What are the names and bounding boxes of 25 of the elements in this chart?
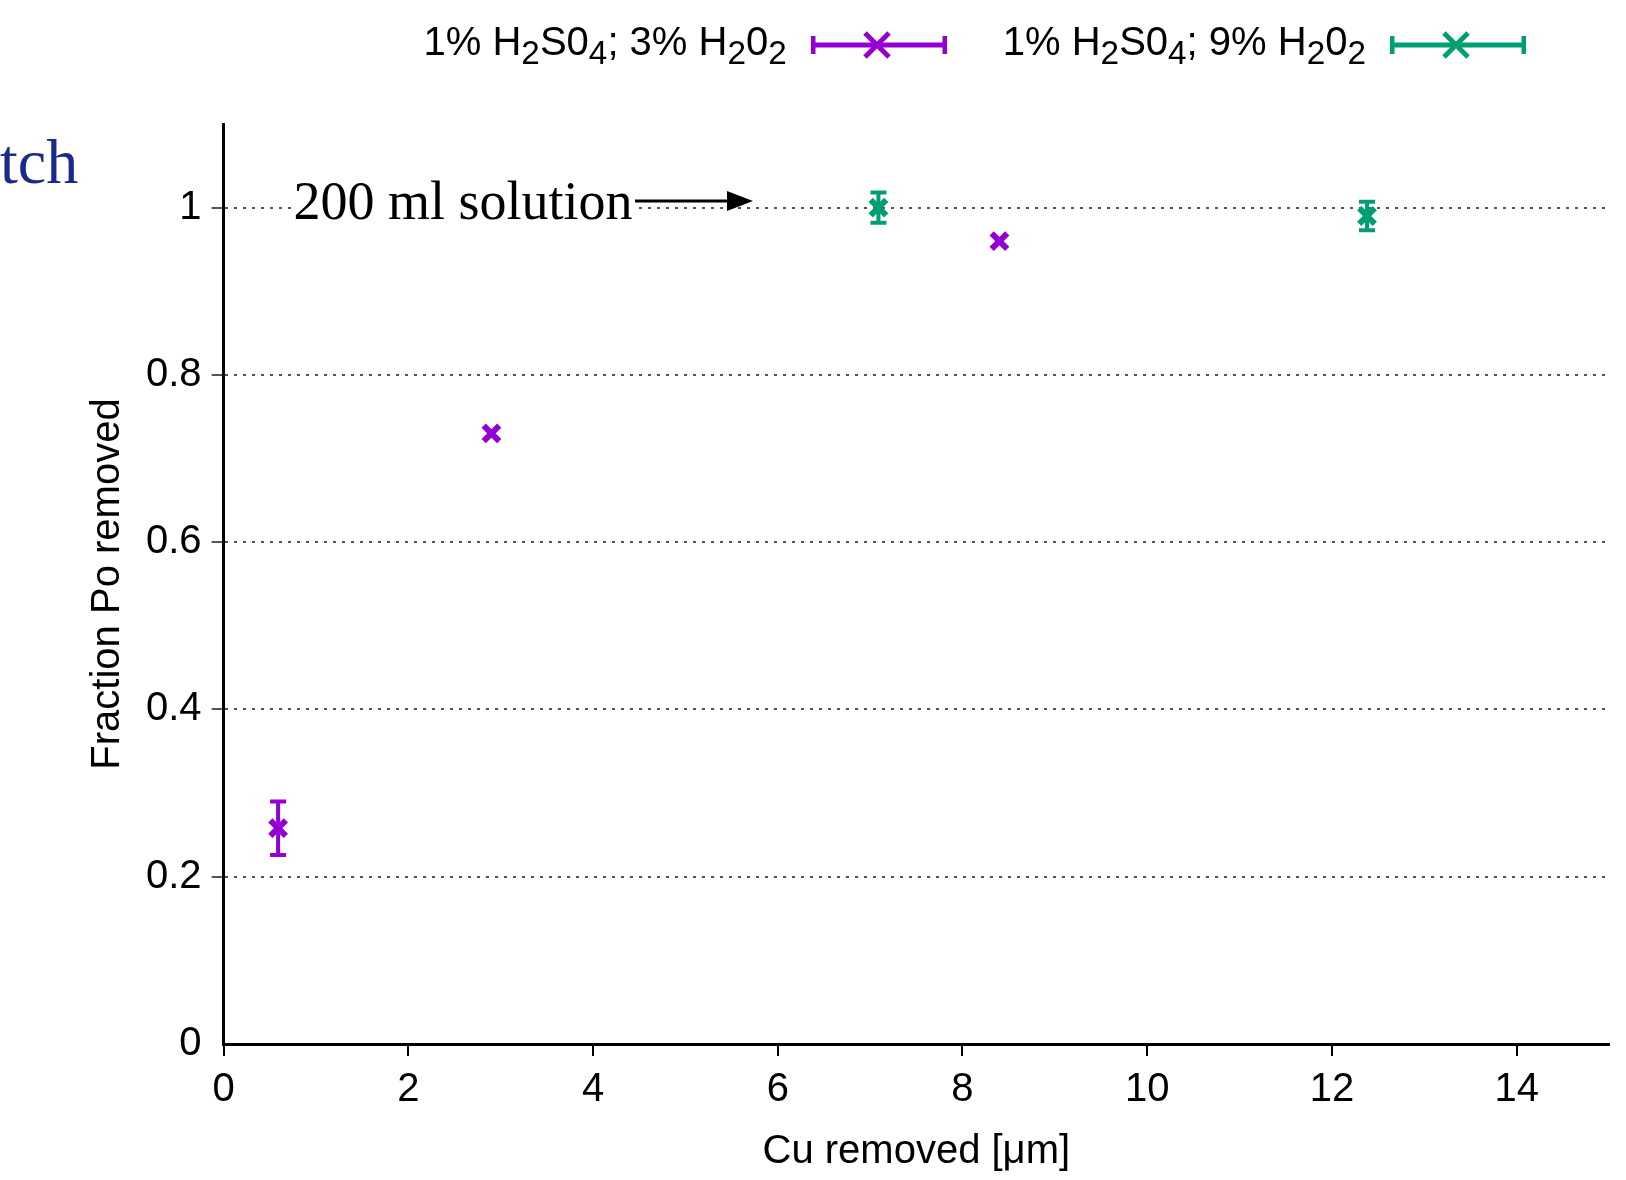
y-tick-label: 1 (179, 182, 202, 227)
y-tick-label: 0.2 (146, 851, 202, 896)
x-tick-label: 12 (1309, 1065, 1355, 1110)
y-axis-title: Fraction Po removed (83, 398, 128, 770)
y-tick-label: 0 (179, 1019, 202, 1064)
text: tch (0, 126, 79, 197)
legend-label: 1% H$_{2}$S0$_{4}$; 9% H$_{2}$0$_{2}$ (1002, 18, 1366, 72)
x-tick-label: 8 (951, 1065, 974, 1110)
x-axis-title: Cu removed [μm] (762, 1127, 1071, 1172)
x-tick-label: 4 (581, 1065, 605, 1110)
point (480, 422, 503, 445)
point (1356, 205, 1378, 227)
y-tick-label: 0.4 (146, 684, 202, 729)
point (867, 196, 890, 219)
point (988, 230, 1011, 252)
x-tick-label: 10 (1124, 1065, 1170, 1110)
point (267, 817, 289, 839)
y-tick-label: 0.6 (146, 517, 202, 562)
x-tick-label: 2 (397, 1065, 420, 1110)
annotation: 200 ml solution (293, 170, 633, 231)
legend-label: 1% H$_{2}$S0$_{4}$; 3% H$_{2}$0$_{2}$ (423, 18, 787, 72)
x-tick-label: 14 (1494, 1065, 1539, 1110)
x-tick-label: 6 (766, 1065, 789, 1110)
y-tick-label: 0.8 (146, 349, 202, 394)
x-tick-label: 0 (212, 1065, 235, 1110)
